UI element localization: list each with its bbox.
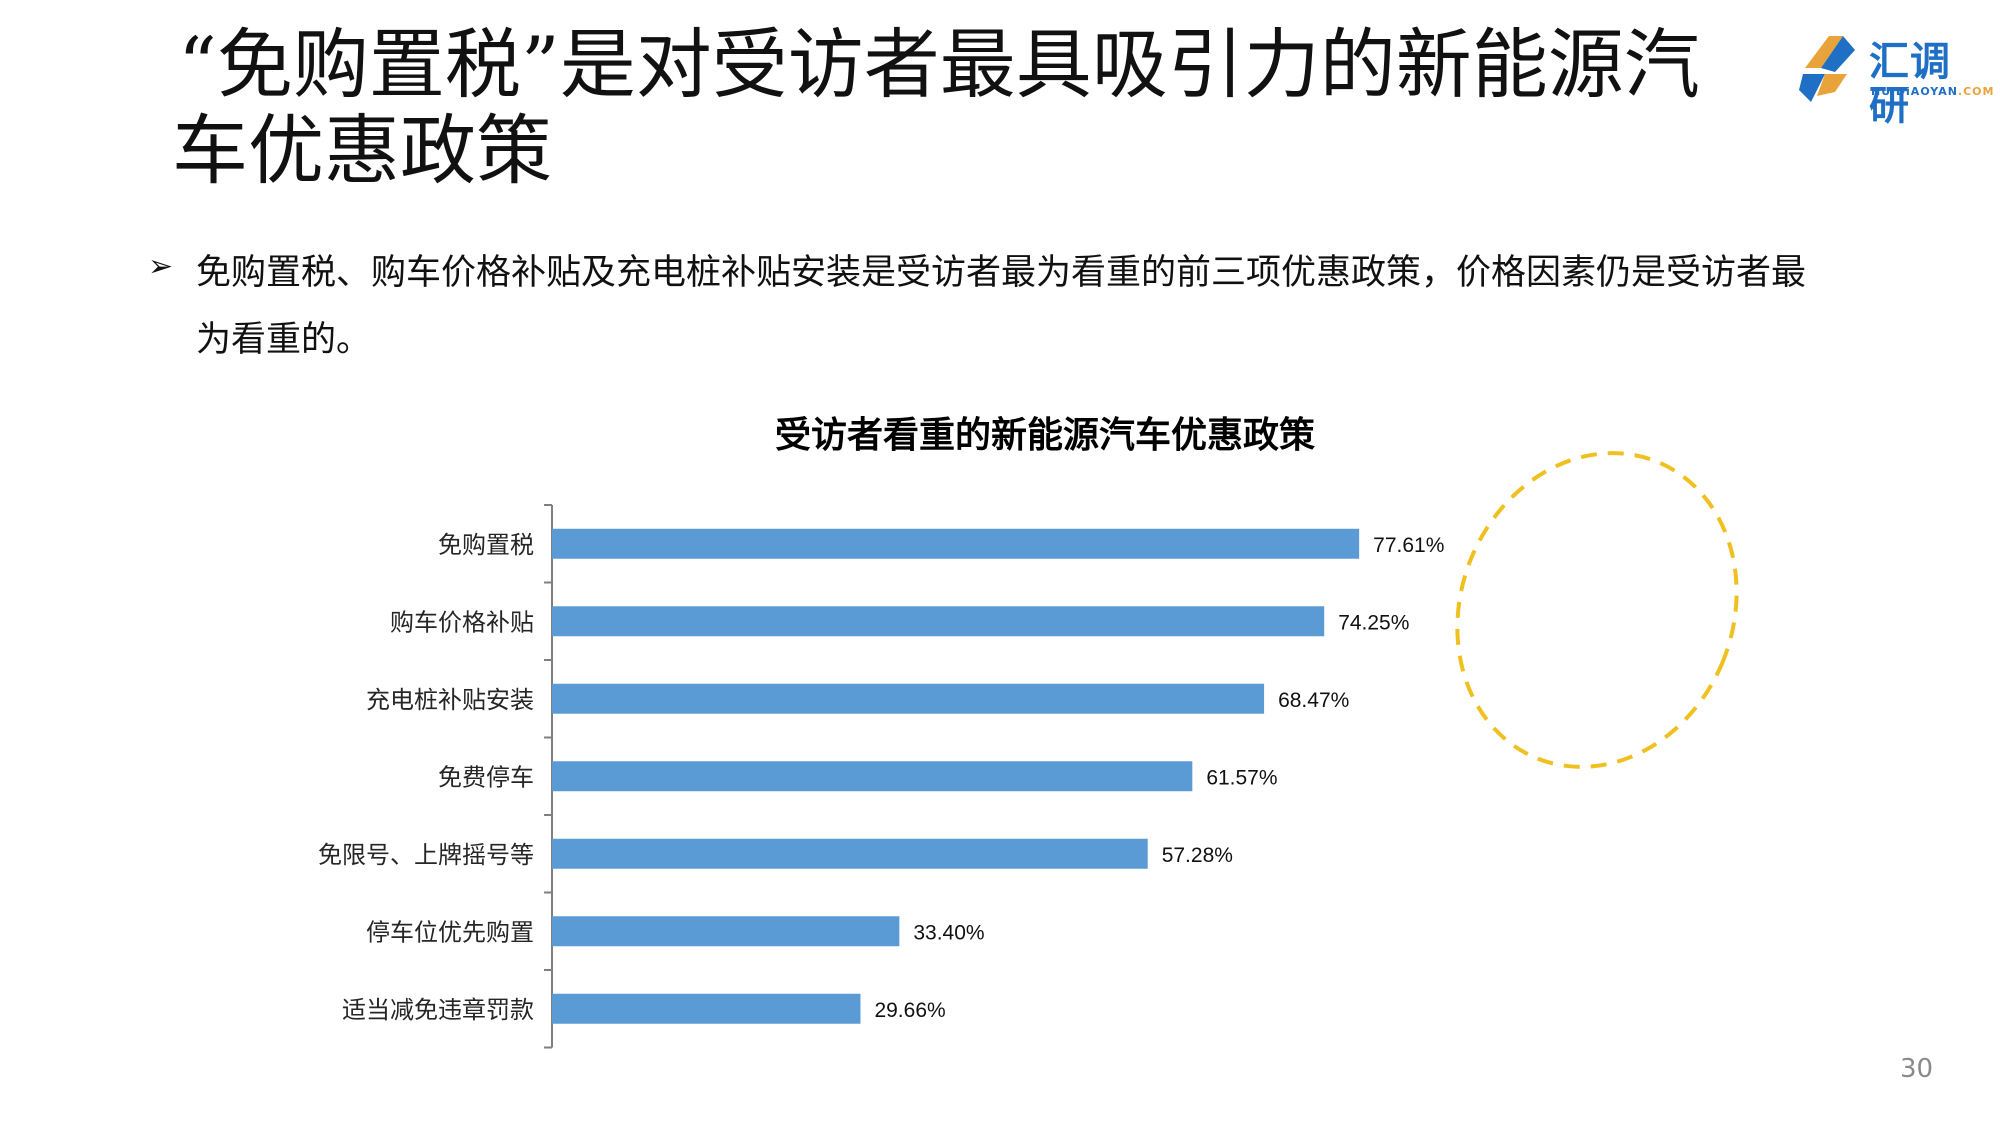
logo-domain: HUiDiAOYAN.COM [1871,86,1994,98]
data-label: 29.66% [874,999,945,1022]
data-label: 57.28% [1162,844,1233,867]
bar [552,528,1360,559]
brand-logo: 汇调研 HUiDiAOYAN.COM [1795,30,1993,128]
logo-domain-suffix: .COM [1957,85,1995,98]
bar [552,761,1193,792]
data-label: 61.57% [1206,766,1277,789]
bar [552,606,1325,637]
title-line-1: “免购置税”是对受访者最具吸引力的新能源汽 [178,20,1700,109]
bullet-text: 免购置税、购车价格补贴及充电桩补贴安装是受访者最为看重的前三项优惠政策，价格因素… [196,253,1807,360]
bar [552,838,1148,869]
bullet-arrow-icon: ➢ [148,249,174,284]
bar [552,993,861,1024]
data-label: 77.61% [1373,534,1444,557]
bar [552,683,1265,714]
category-label: 充电桩补贴安装 [366,686,534,714]
category-label: 适当减免违章罚款 [342,996,534,1024]
data-label: 33.40% [913,921,984,944]
slide-title: “免购置税”是对受访者最具吸引力的新能源汽 车优惠政策 [172,20,1798,194]
bar [552,916,900,947]
bullet-point: ➢ 免购置税、购车价格补贴及充电桩补贴安装是受访者最为看重的前三项优惠政策，价格… [148,240,1808,374]
category-label: 购车价格补贴 [390,608,534,636]
chart-title: 受访者看重的新能源汽车优惠政策 [774,415,1315,456]
logo-name: 汇调研 [1869,39,1951,129]
logo-mark-icon [1799,36,1855,102]
logo-domain-main: HUiDiAOYAN [1871,85,1958,98]
highlight-ellipse [1455,451,1739,769]
category-label: 免限号、上牌摇号等 [318,841,534,869]
title-line-2: 车优惠政策 [172,106,552,195]
category-label: 停车位优先购置 [366,918,534,946]
category-label: 免购置税 [438,531,534,559]
page-number: 30 [1900,1054,1934,1084]
data-label: 74.25% [1338,611,1409,634]
data-label: 68.47% [1278,689,1349,712]
category-label: 免费停车 [438,763,534,791]
